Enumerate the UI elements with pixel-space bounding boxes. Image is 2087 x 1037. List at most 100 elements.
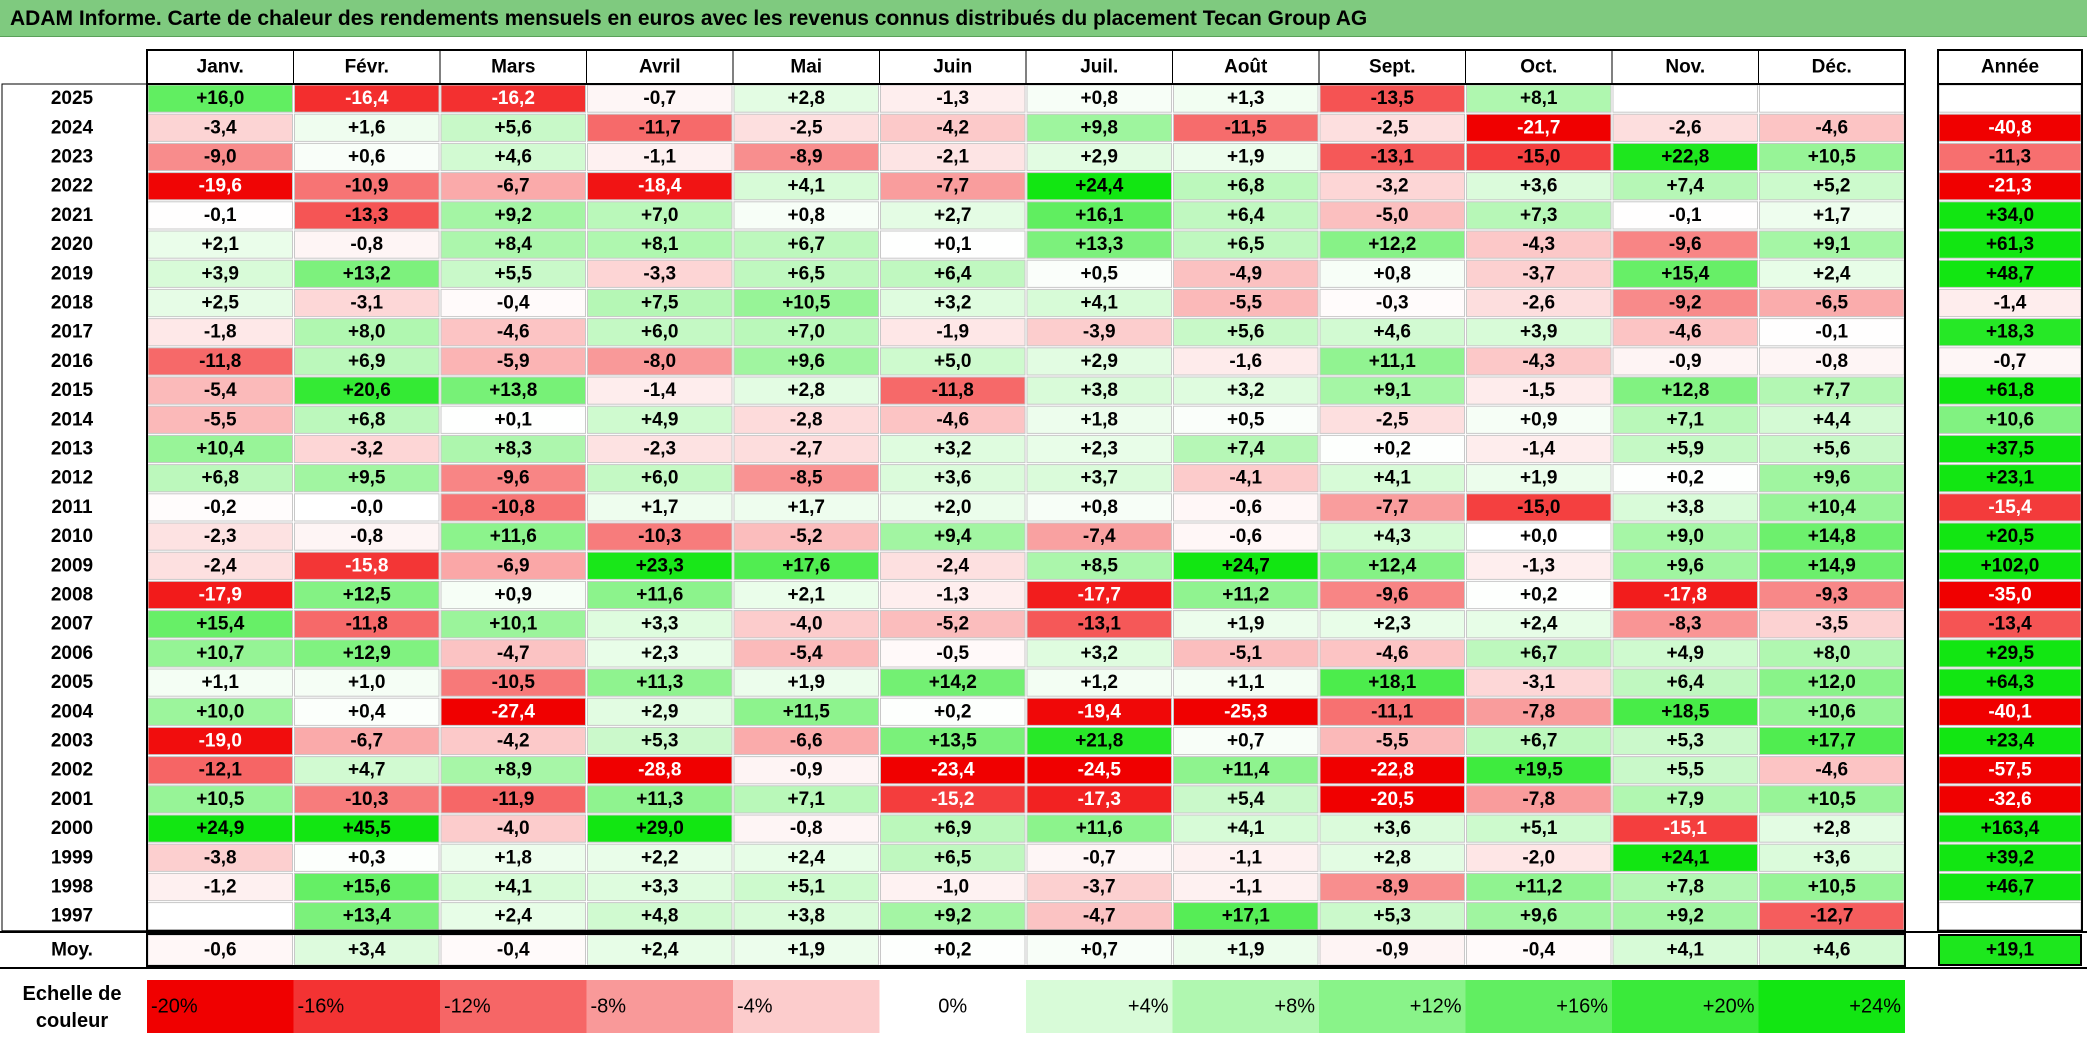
avg-value: +1,9 xyxy=(1227,940,1265,961)
heatmap-cell xyxy=(440,522,586,551)
cell-value: +7,4 xyxy=(1227,439,1265,460)
cell-value: -0,8 xyxy=(790,818,823,839)
heatmap-cell xyxy=(1173,726,1319,756)
heatmap-cell xyxy=(147,84,293,113)
cell-value: -13,1 xyxy=(1371,147,1415,168)
cell-value: -4,9 xyxy=(1229,263,1262,284)
heatmap-cell xyxy=(1612,84,1758,113)
cell-value: +11,6 xyxy=(636,585,683,606)
cell-value: +6,9 xyxy=(934,818,972,839)
heatmap-cell xyxy=(1026,347,1172,376)
heatmap-cell xyxy=(880,376,1026,405)
cell-value: +0,1 xyxy=(494,409,532,430)
heatmap-cell xyxy=(1173,610,1319,639)
heatmap-cell xyxy=(733,814,879,843)
heatmap-cell xyxy=(880,464,1026,493)
cell-value: +3,6 xyxy=(1520,176,1558,197)
cell-value: +2,8 xyxy=(787,380,825,401)
scale-swatch xyxy=(1172,980,1319,1033)
heatmap-cell xyxy=(1319,610,1465,639)
cell-value: +1,1 xyxy=(1227,672,1265,693)
cell-value: -0,8 xyxy=(350,234,383,255)
heatmap-cell xyxy=(1612,551,1758,580)
avg-value: +1,9 xyxy=(787,940,825,961)
cell-value: +2,8 xyxy=(1373,847,1411,868)
avg-border xyxy=(146,933,1906,967)
heatmap-cell xyxy=(440,142,586,172)
cell-value: +10,4 xyxy=(196,439,245,460)
cell-value: +10,4 xyxy=(1808,497,1857,518)
cell-value: -4,3 xyxy=(1522,351,1555,372)
cell-value: +14,9 xyxy=(1808,555,1856,576)
heatmap-cell xyxy=(1026,872,1172,902)
cell-value: -15,2 xyxy=(931,789,974,810)
heatmap-cell xyxy=(1759,697,1905,726)
heatmap-cell xyxy=(147,201,293,230)
cell-value: +6,4 xyxy=(1227,205,1265,226)
annual-cell xyxy=(1938,610,2082,639)
heatmap-cell xyxy=(1466,551,1612,580)
cell-value: -3,1 xyxy=(350,293,383,314)
cell-value: +3,6 xyxy=(1373,818,1411,839)
cell-value: -0,1 xyxy=(204,205,237,226)
cell-value: -2,7 xyxy=(790,439,823,460)
cell-value: +7,1 xyxy=(1666,409,1704,430)
cell-value: -11,9 xyxy=(492,789,534,810)
heatmap-cell xyxy=(440,814,586,843)
heatmap-cell xyxy=(1612,259,1758,288)
cell-value: +0,3 xyxy=(348,847,386,868)
cell-value: -17,7 xyxy=(1078,585,1121,606)
heatmap-cell xyxy=(440,902,586,931)
cell-value: +14,8 xyxy=(1808,526,1856,547)
cell-value: -17,8 xyxy=(1664,585,1707,606)
cell-value: +2,4 xyxy=(1520,614,1558,635)
cell-value: -5,4 xyxy=(790,643,823,664)
heatmap-cell xyxy=(294,756,440,785)
cell-value: -0,7 xyxy=(643,88,676,109)
cell-value: -1,8 xyxy=(204,322,237,343)
cell-value: +17,1 xyxy=(1222,906,1271,927)
cell-value: -4,3 xyxy=(1522,234,1555,255)
heatmap-cell xyxy=(733,697,879,726)
cell-value: +11,6 xyxy=(490,526,537,547)
cell-value: +3,9 xyxy=(201,263,239,284)
heatmap-cell xyxy=(440,785,586,814)
cell-value: +2,1 xyxy=(787,585,825,606)
cell-value: +8,5 xyxy=(1080,555,1118,576)
cell-value: -5,5 xyxy=(204,409,237,430)
heatmap-cell xyxy=(1026,814,1172,843)
heatmap-cell xyxy=(880,259,1026,288)
heatmap-cell xyxy=(1026,493,1172,522)
cell-value: +2,3 xyxy=(1373,614,1411,635)
heatmap-cell xyxy=(294,902,440,931)
cell-value: +3,6 xyxy=(934,468,972,489)
heatmap-cell xyxy=(1466,113,1612,142)
heatmap-cell xyxy=(587,726,733,756)
heatmap-cell xyxy=(1319,872,1465,902)
scale-swatch xyxy=(586,980,733,1033)
cell-value: +2,0 xyxy=(934,497,972,518)
cell-value: -1,1 xyxy=(1229,847,1262,868)
cell-value: +16,0 xyxy=(196,88,244,109)
cell-value: -9,3 xyxy=(1815,585,1848,606)
heatmap-cell xyxy=(1466,347,1612,376)
cell-value: -9,0 xyxy=(204,147,237,168)
cell-value: +6,8 xyxy=(348,409,386,430)
cell-value: +5,5 xyxy=(494,263,532,284)
cell-value: -11,8 xyxy=(932,380,974,401)
cell-value: +4,1 xyxy=(494,877,532,898)
cell-value: -4,6 xyxy=(1815,760,1848,781)
cell-value: +0,9 xyxy=(1520,409,1558,430)
avg-cell xyxy=(1759,934,1905,966)
cell-value: -15,0 xyxy=(1517,497,1560,518)
heatmap-cell xyxy=(1466,814,1612,843)
heatmap-cell xyxy=(733,259,879,288)
heatmap-cell xyxy=(147,785,293,814)
scale-label: -20% xyxy=(151,996,198,1018)
annual-value: -40,8 xyxy=(1988,117,2031,138)
cell-value: -5,1 xyxy=(1229,643,1262,664)
cell-value: -20,5 xyxy=(1371,789,1415,810)
annual-cell xyxy=(1938,872,2082,902)
cell-value: +6,7 xyxy=(787,234,825,255)
cell-value: +3,2 xyxy=(1080,643,1118,664)
